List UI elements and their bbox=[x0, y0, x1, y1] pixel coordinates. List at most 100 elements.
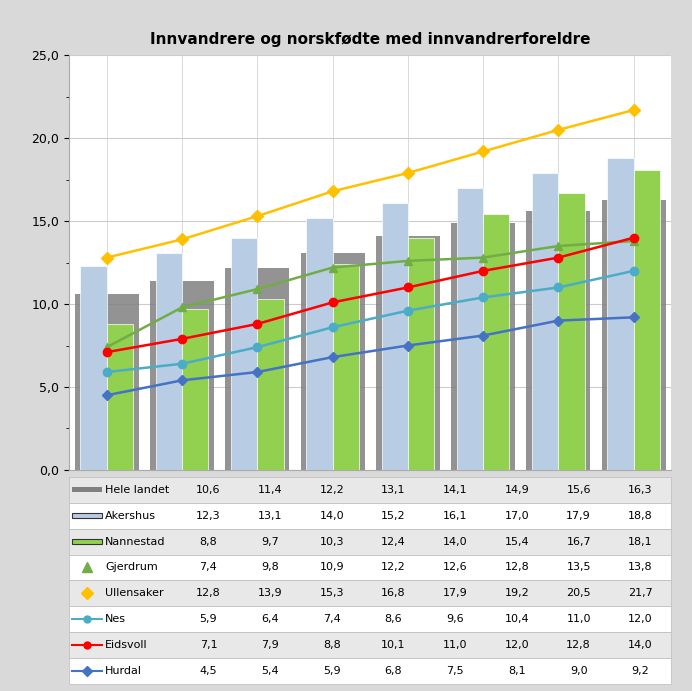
Text: 10,1: 10,1 bbox=[381, 641, 406, 650]
Gjerdrum bbox=[554, 242, 563, 250]
Bar bbox=[257, 299, 284, 470]
Bar bbox=[150, 281, 214, 470]
Text: 12,8: 12,8 bbox=[196, 589, 221, 598]
Text: 14,0: 14,0 bbox=[320, 511, 344, 520]
Bar bbox=[80, 266, 107, 470]
Bar bbox=[608, 158, 634, 470]
Text: 10,9: 10,9 bbox=[320, 562, 344, 572]
Text: 7,9: 7,9 bbox=[262, 641, 279, 650]
Gjerdrum bbox=[329, 263, 337, 272]
Text: 10,4: 10,4 bbox=[504, 614, 529, 624]
Text: 12,6: 12,6 bbox=[443, 562, 468, 572]
Text: 6,8: 6,8 bbox=[385, 666, 402, 676]
Text: 20,5: 20,5 bbox=[566, 589, 591, 598]
Text: 14,0: 14,0 bbox=[443, 537, 468, 547]
Text: 7,1: 7,1 bbox=[199, 641, 217, 650]
FancyBboxPatch shape bbox=[69, 503, 671, 529]
Gjerdrum bbox=[253, 285, 262, 293]
Text: 7,4: 7,4 bbox=[323, 614, 340, 624]
Nes bbox=[178, 359, 186, 368]
Nes bbox=[403, 307, 412, 315]
Bar bbox=[483, 214, 509, 470]
Gjerdrum bbox=[630, 237, 638, 245]
Text: 8,1: 8,1 bbox=[508, 666, 526, 676]
Hurdal bbox=[403, 341, 412, 350]
Ullensaker bbox=[403, 169, 412, 177]
Text: 16,3: 16,3 bbox=[628, 485, 653, 495]
Gjerdrum bbox=[178, 303, 186, 312]
Hurdal bbox=[329, 353, 337, 361]
Text: 12,0: 12,0 bbox=[504, 641, 529, 650]
Text: 10,3: 10,3 bbox=[320, 537, 344, 547]
Nes bbox=[554, 283, 563, 292]
Text: 21,7: 21,7 bbox=[628, 589, 653, 598]
Ullensaker bbox=[630, 106, 638, 114]
FancyBboxPatch shape bbox=[72, 487, 102, 492]
Text: 5,9: 5,9 bbox=[199, 614, 217, 624]
Nes bbox=[102, 368, 111, 376]
Text: 5,4: 5,4 bbox=[262, 666, 279, 676]
Title: Innvandrere og norskfødte med innvandrerforeldre: Innvandrere og norskfødte med innvandrer… bbox=[150, 32, 590, 47]
Gjerdrum bbox=[479, 254, 487, 262]
Ullensaker bbox=[253, 212, 262, 220]
Nes bbox=[329, 323, 337, 332]
Text: 9,8: 9,8 bbox=[262, 562, 279, 572]
Text: 17,9: 17,9 bbox=[566, 511, 591, 520]
Text: 18,1: 18,1 bbox=[628, 537, 653, 547]
Bar bbox=[527, 211, 590, 470]
FancyBboxPatch shape bbox=[69, 477, 671, 503]
Hurdal bbox=[253, 368, 262, 376]
Ullensaker bbox=[329, 187, 337, 196]
Text: 8,8: 8,8 bbox=[199, 537, 217, 547]
Eidsvoll bbox=[479, 267, 487, 275]
Text: 8,8: 8,8 bbox=[323, 641, 340, 650]
Text: 12,3: 12,3 bbox=[196, 511, 221, 520]
Eidsvoll bbox=[403, 283, 412, 292]
Hurdal bbox=[554, 316, 563, 325]
Text: 5,9: 5,9 bbox=[323, 666, 340, 676]
Bar bbox=[231, 238, 257, 470]
Text: Nannestad: Nannestad bbox=[105, 537, 166, 547]
Text: 9,0: 9,0 bbox=[570, 666, 588, 676]
Text: 7,5: 7,5 bbox=[446, 666, 464, 676]
Bar bbox=[182, 309, 208, 470]
Text: 9,7: 9,7 bbox=[262, 537, 279, 547]
Bar bbox=[156, 253, 182, 470]
Text: Eidsvoll: Eidsvoll bbox=[105, 641, 148, 650]
Ullensaker bbox=[554, 126, 563, 134]
Text: Hele landet: Hele landet bbox=[105, 485, 170, 495]
Bar bbox=[558, 193, 585, 470]
Text: 11,0: 11,0 bbox=[443, 641, 468, 650]
Bar bbox=[75, 294, 139, 470]
Eidsvoll bbox=[554, 254, 563, 262]
Text: 17,0: 17,0 bbox=[504, 511, 529, 520]
Line: Eidsvoll: Eidsvoll bbox=[102, 234, 638, 357]
Hurdal bbox=[178, 376, 186, 384]
Line: Gjerdrum: Gjerdrum bbox=[102, 237, 638, 351]
Hurdal bbox=[630, 313, 638, 321]
Text: 16,8: 16,8 bbox=[381, 589, 406, 598]
Text: 12,4: 12,4 bbox=[381, 537, 406, 547]
Text: 16,7: 16,7 bbox=[566, 537, 591, 547]
Bar bbox=[307, 218, 333, 470]
Text: 14,1: 14,1 bbox=[443, 485, 468, 495]
Ullensaker bbox=[102, 254, 111, 262]
Bar bbox=[457, 188, 483, 470]
Ullensaker bbox=[178, 235, 186, 243]
Text: 14,9: 14,9 bbox=[504, 485, 529, 495]
Text: Hurdal: Hurdal bbox=[105, 666, 143, 676]
Bar bbox=[451, 223, 515, 470]
Eidsvoll bbox=[253, 320, 262, 328]
Text: 7,4: 7,4 bbox=[199, 562, 217, 572]
FancyBboxPatch shape bbox=[69, 658, 671, 684]
Text: 8,6: 8,6 bbox=[385, 614, 402, 624]
Text: 19,2: 19,2 bbox=[504, 589, 529, 598]
FancyBboxPatch shape bbox=[69, 554, 671, 580]
Text: 18,8: 18,8 bbox=[628, 511, 653, 520]
Line: Hurdal: Hurdal bbox=[103, 314, 637, 399]
Text: 14,0: 14,0 bbox=[628, 641, 653, 650]
Nes bbox=[253, 343, 262, 351]
Text: 13,8: 13,8 bbox=[628, 562, 653, 572]
Bar bbox=[376, 236, 440, 470]
Nes bbox=[479, 293, 487, 301]
